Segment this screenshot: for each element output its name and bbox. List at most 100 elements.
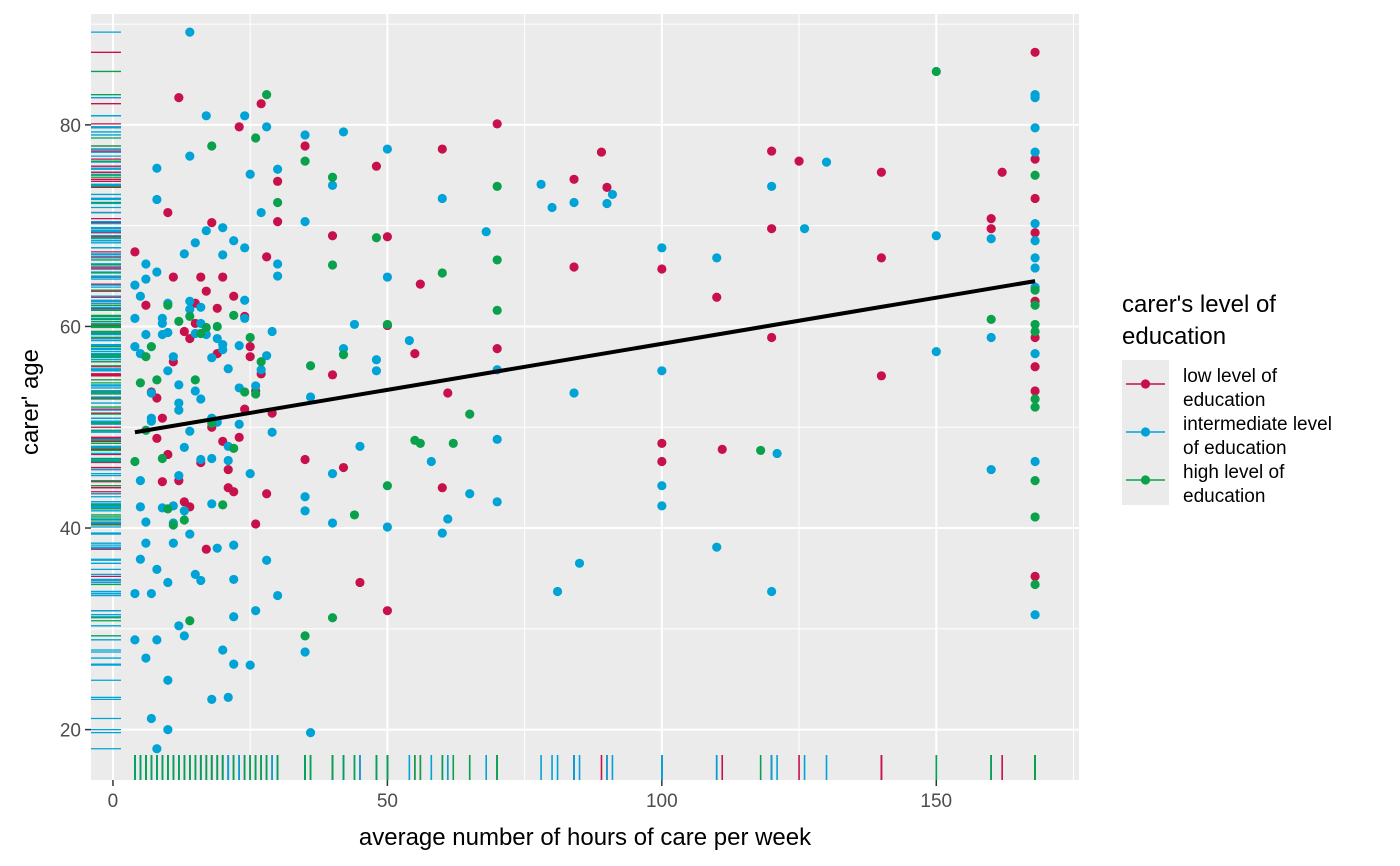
rug-y xyxy=(91,31,121,750)
data-point xyxy=(245,469,255,479)
data-point xyxy=(382,144,392,154)
data-point xyxy=(218,500,228,510)
data-point xyxy=(382,319,392,330)
data-point xyxy=(437,483,447,493)
data-point xyxy=(1030,123,1040,133)
data-point xyxy=(1030,193,1040,204)
data-point xyxy=(240,295,250,305)
data-point xyxy=(327,613,338,623)
data-point xyxy=(179,249,189,259)
data-point xyxy=(152,433,162,443)
data-point xyxy=(179,442,189,452)
data-point xyxy=(1030,253,1040,263)
data-point xyxy=(465,409,475,419)
data-point xyxy=(229,291,239,301)
data-point xyxy=(245,332,255,343)
data-point xyxy=(218,645,228,655)
data-point xyxy=(185,296,195,306)
data-point xyxy=(152,375,162,385)
data-point xyxy=(141,538,151,548)
data-point xyxy=(223,464,233,475)
data-point xyxy=(163,207,173,218)
x-axis-title: average number of hours of care per week xyxy=(359,824,812,851)
data-point xyxy=(876,253,887,263)
data-point xyxy=(569,262,579,272)
data-point xyxy=(256,99,266,109)
data-point xyxy=(218,250,228,260)
data-point xyxy=(492,497,502,507)
data-point xyxy=(240,243,250,253)
legend-label: low level of xyxy=(1183,366,1278,387)
data-point xyxy=(179,326,189,337)
data-point xyxy=(536,179,546,189)
data-point xyxy=(492,119,502,129)
data-point xyxy=(130,313,140,323)
data-point xyxy=(229,443,239,454)
legend-key-point xyxy=(1140,427,1151,437)
data-point xyxy=(163,504,173,514)
data-point xyxy=(146,713,156,724)
trend-line xyxy=(134,279,1036,435)
data-point xyxy=(168,272,178,282)
data-point xyxy=(273,590,283,601)
data-point xyxy=(157,477,167,487)
data-point xyxy=(207,141,217,151)
y-tick-label: 60 xyxy=(60,317,81,338)
data-point xyxy=(262,90,272,100)
rug-x xyxy=(134,755,1036,780)
data-point xyxy=(327,370,338,380)
data-point xyxy=(174,380,184,390)
data-point xyxy=(262,122,272,132)
data-point xyxy=(338,127,349,137)
data-point xyxy=(196,328,206,339)
data-point xyxy=(146,416,156,426)
data-point xyxy=(130,280,140,290)
data-point xyxy=(371,366,382,376)
data-point xyxy=(174,621,184,631)
data-point xyxy=(251,381,261,391)
data-point xyxy=(251,133,261,143)
data-point xyxy=(756,445,766,456)
data-point xyxy=(212,321,222,332)
data-point xyxy=(174,93,184,103)
data-point xyxy=(986,314,996,324)
data-point xyxy=(305,728,316,738)
data-point xyxy=(1030,170,1040,180)
data-point xyxy=(179,515,189,525)
data-point xyxy=(273,259,283,269)
data-point xyxy=(223,692,233,702)
data-point xyxy=(185,27,195,37)
data-point xyxy=(327,231,338,241)
data-point xyxy=(986,224,996,234)
y-tick-label: 40 xyxy=(60,519,81,540)
data-point xyxy=(552,586,563,597)
data-point xyxy=(152,267,162,277)
data-point xyxy=(997,167,1007,177)
data-point xyxy=(273,217,283,227)
data-point xyxy=(174,316,184,327)
data-point xyxy=(876,167,887,177)
x-tick-label: 150 xyxy=(920,791,952,812)
data-point xyxy=(767,332,777,343)
data-point xyxy=(240,111,250,121)
data-point xyxy=(152,194,162,205)
y-tick-label: 20 xyxy=(60,721,81,742)
data-point xyxy=(196,394,206,404)
data-point xyxy=(657,501,667,511)
data-point xyxy=(712,542,722,552)
data-point xyxy=(1030,300,1040,310)
data-point xyxy=(1030,147,1040,157)
data-point xyxy=(190,386,200,396)
data-point xyxy=(492,255,502,265)
data-point xyxy=(767,146,777,156)
data-point xyxy=(327,518,338,528)
data-point xyxy=(157,413,167,423)
data-point xyxy=(130,342,140,352)
data-point xyxy=(300,141,310,151)
data-point xyxy=(141,274,151,284)
data-point xyxy=(492,181,502,191)
data-point xyxy=(185,529,195,539)
data-point xyxy=(1030,512,1040,522)
data-point xyxy=(382,606,392,616)
data-point xyxy=(229,487,239,497)
